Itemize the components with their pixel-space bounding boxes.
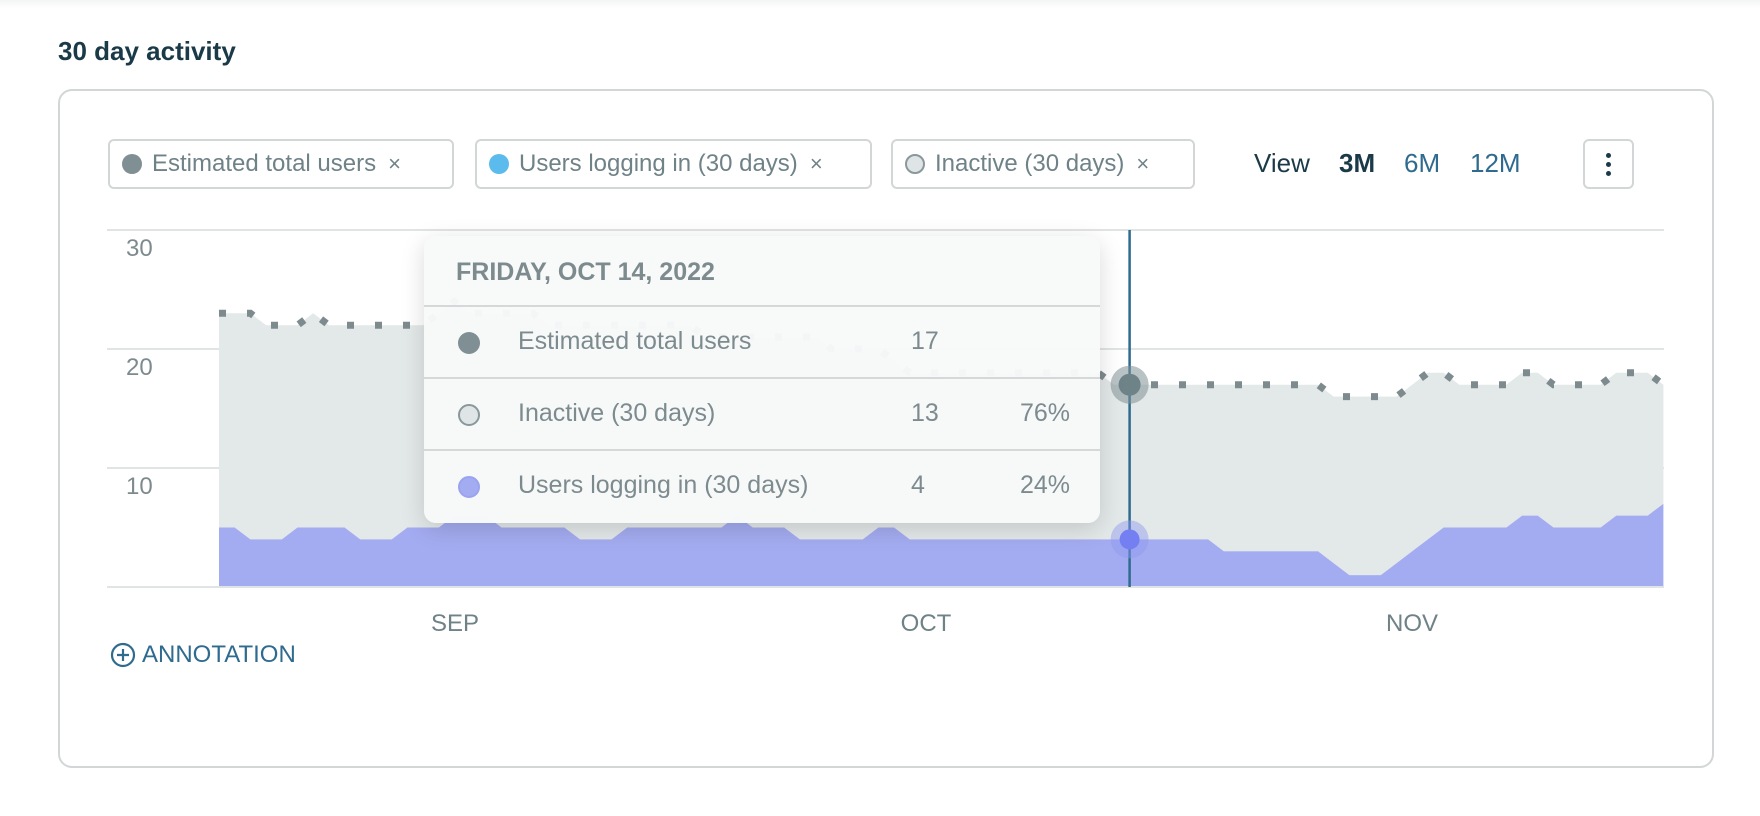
gray-dot-icon [122, 154, 142, 174]
blue-dot-icon [489, 154, 509, 174]
vertical-ellipsis-icon [1606, 152, 1611, 158]
x-tick-label-oct: OCT [900, 610, 952, 637]
x-tick-label-nov: NOV [1385, 610, 1439, 637]
legend-chip-logging-in[interactable]: Users logging in (30 days) × [475, 139, 872, 189]
annotation-label: ANNOTATION [142, 641, 296, 668]
tooltip-label: Estimated total users [518, 327, 752, 355]
hover-tooltip: FRIDAY, OCT 14, 2022 Estimated total use… [424, 236, 1100, 523]
light-dot-icon [905, 154, 925, 174]
add-annotation-button[interactable]: ANNOTATION [110, 641, 296, 669]
light-dot-icon [458, 404, 480, 426]
section-title: 30 day activity [58, 36, 236, 66]
tooltip-percent: 76% [1019, 399, 1070, 427]
tooltip-value: 13 [911, 399, 939, 427]
chart-card [58, 89, 1714, 768]
y-tick-label-10: 10 [126, 473, 153, 500]
plus-circle-icon [110, 642, 136, 668]
x-tick-label-sep: SEP [430, 610, 480, 637]
y-tick-label-20: 20 [126, 354, 153, 381]
purple-dot-icon [458, 476, 480, 498]
tooltip-value: 17 [911, 327, 939, 355]
close-icon[interactable]: × [809, 151, 823, 176]
tooltip-label: Inactive (30 days) [518, 399, 716, 427]
legend-chip-total-users[interactable]: Estimated total users × [108, 139, 454, 189]
tooltip-label: Users logging in (30 days) [518, 471, 809, 499]
tooltip-row-logging: Users logging in (30 days) 4 24% [424, 449, 1100, 523]
tooltip-value: 4 [911, 471, 925, 499]
chip-label: Inactive (30 days) [935, 150, 1125, 177]
tooltip-row-inactive: Inactive (30 days) 13 76% [424, 377, 1100, 451]
tooltip-percent: 24% [1019, 471, 1070, 499]
estimated-total-line [219, 297, 1666, 401]
chip-label: Estimated total users [152, 150, 377, 177]
close-icon[interactable]: × [388, 151, 401, 176]
legend-chip-inactive[interactable]: Inactive (30 days) × [891, 139, 1195, 189]
top-shadow [0, 0, 1760, 8]
hover-point-logging [1119, 529, 1140, 550]
more-options-button[interactable] [1583, 139, 1634, 189]
tooltip-row-total: Estimated total users 17 [424, 305, 1100, 379]
view-option-3m[interactable]: 3M [1339, 148, 1376, 178]
tooltip-date: FRIDAY, OCT 14, 2022 [456, 258, 715, 286]
gray-dot-icon [458, 332, 480, 354]
logging-in-area [219, 503, 1664, 587]
hover-point-total [1118, 373, 1141, 396]
close-icon[interactable]: × [1136, 151, 1150, 176]
view-option-6m[interactable]: 6M [1404, 148, 1441, 178]
y-tick-label-30: 30 [126, 235, 153, 262]
view-label: View [1254, 148, 1310, 178]
view-option-12m[interactable]: 12M [1470, 148, 1521, 178]
chip-label: Users logging in (30 days) [519, 150, 798, 177]
